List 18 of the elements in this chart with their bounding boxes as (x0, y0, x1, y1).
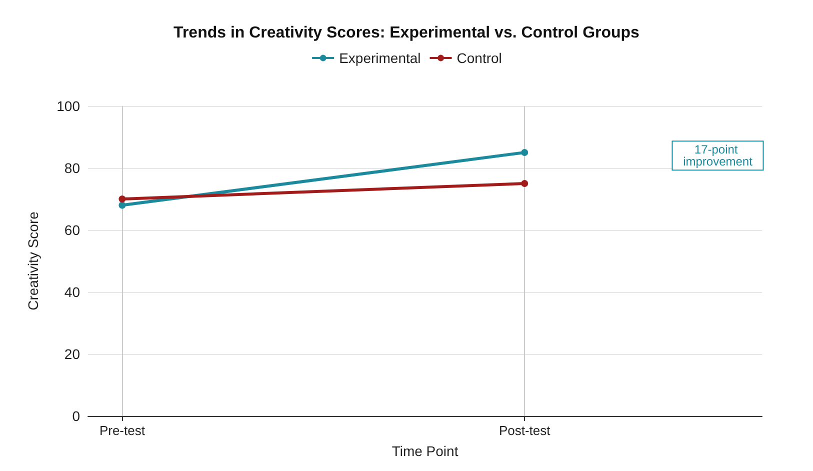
x-tick-label: Post-test (498, 423, 551, 438)
legend-label: Experimental (339, 50, 421, 66)
chart-title: Trends in Creativity Scores: Experimental vs. Control Groups (174, 24, 640, 42)
point (521, 149, 528, 156)
point (118, 196, 126, 202)
point (118, 202, 126, 209)
annotation: 17-point improvement (683, 142, 754, 169)
x-tick-label: Pre-test (99, 423, 146, 438)
y-tick-label: 100 (56, 98, 80, 114)
y-tick-label: 40 (64, 284, 80, 300)
y-tick-label: 20 (64, 346, 80, 362)
y-tick-label: 60 (64, 222, 80, 238)
y-tick-label: 0 (72, 408, 80, 424)
y-tick-label: 80 (64, 160, 80, 176)
point (521, 180, 528, 187)
x-axis-title: Time Point (392, 443, 458, 459)
legend-label: Control (456, 50, 502, 66)
y-axis-title: Creativity Score (25, 211, 41, 310)
